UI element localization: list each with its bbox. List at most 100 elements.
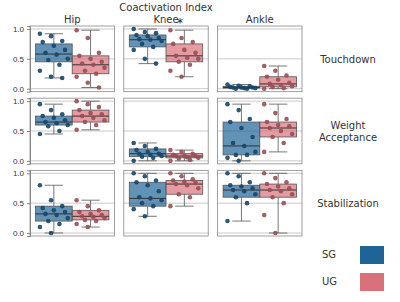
tick-label: 1.0 [13,25,25,34]
axis-line [27,171,31,237]
box [72,110,109,122]
tick-mark [27,173,30,174]
tick-mark [27,233,30,234]
point [250,135,255,140]
point [140,154,145,159]
point [63,118,68,123]
grid-line [30,28,114,29]
point [168,159,173,164]
point [231,188,236,193]
whisker [90,74,91,88]
grid [30,101,114,161]
point [134,33,139,38]
panel [218,26,302,92]
whisker [53,62,54,78]
grid [30,173,114,233]
point [43,51,48,56]
grid [124,173,208,233]
point [85,36,90,41]
y-axis: 0.00.51.0 [13,97,31,166]
grid-line [124,101,208,102]
point [234,195,239,200]
panel [218,98,302,164]
tick: 0.5 [13,55,30,64]
point [143,30,148,35]
point [80,114,85,119]
whisker-cap [232,173,250,174]
annotation: * [177,16,183,30]
whisker [184,30,185,44]
point [236,159,241,164]
point [182,48,187,53]
point [185,55,190,60]
point [102,65,107,70]
marks [129,171,202,219]
point [154,147,159,152]
grid-line [124,233,208,234]
point [52,116,57,121]
point [154,178,159,183]
whisker-cap [81,129,99,130]
whisker [53,104,54,116]
point [174,182,179,187]
point [168,28,173,33]
grid-line [30,233,114,234]
point [253,86,258,91]
box [72,210,109,220]
whisker-cap [175,206,193,207]
column-label: Knee [153,14,178,25]
whisker-cap [45,104,63,105]
marks [129,141,202,164]
point [63,210,68,215]
point [248,180,253,185]
legend-swatch [360,246,384,264]
whisker [53,34,54,44]
point [284,117,289,122]
point [63,48,68,53]
point [74,222,79,227]
point [245,201,250,206]
point [159,154,164,159]
point [279,189,284,194]
whisker-cap [269,65,287,66]
box [260,184,297,197]
box [72,56,109,74]
tick-mark [27,59,30,60]
whisker-cap [175,173,193,174]
point [239,126,244,131]
whisker [241,197,242,221]
marks [223,102,296,163]
point [46,219,51,224]
point [66,57,71,62]
frame [30,170,114,236]
point [196,156,201,161]
panel [218,170,302,236]
whisker-cap [81,101,99,102]
grid-line [124,131,208,132]
point [148,196,153,201]
grid-line [30,203,114,204]
point [265,74,270,79]
tick-label: 0.0 [13,157,25,166]
title: Coactivation Index [119,2,212,13]
point [179,36,184,41]
point [49,198,54,203]
row-label: Stabilization [317,198,379,209]
point [276,77,281,82]
tick-label: 0.5 [13,199,25,208]
tick-label: 0.0 [13,229,25,238]
grid-line [218,173,302,174]
legend-label: SG [322,249,336,260]
point [85,80,90,85]
point [40,206,45,211]
point [185,183,190,188]
point [228,120,233,125]
point [262,150,267,155]
point [151,45,156,50]
point [176,192,181,197]
point [43,212,48,217]
row-label: WeightAcceptance [319,120,377,143]
whisker-cap [45,233,63,234]
point [267,188,272,193]
point [131,207,136,212]
